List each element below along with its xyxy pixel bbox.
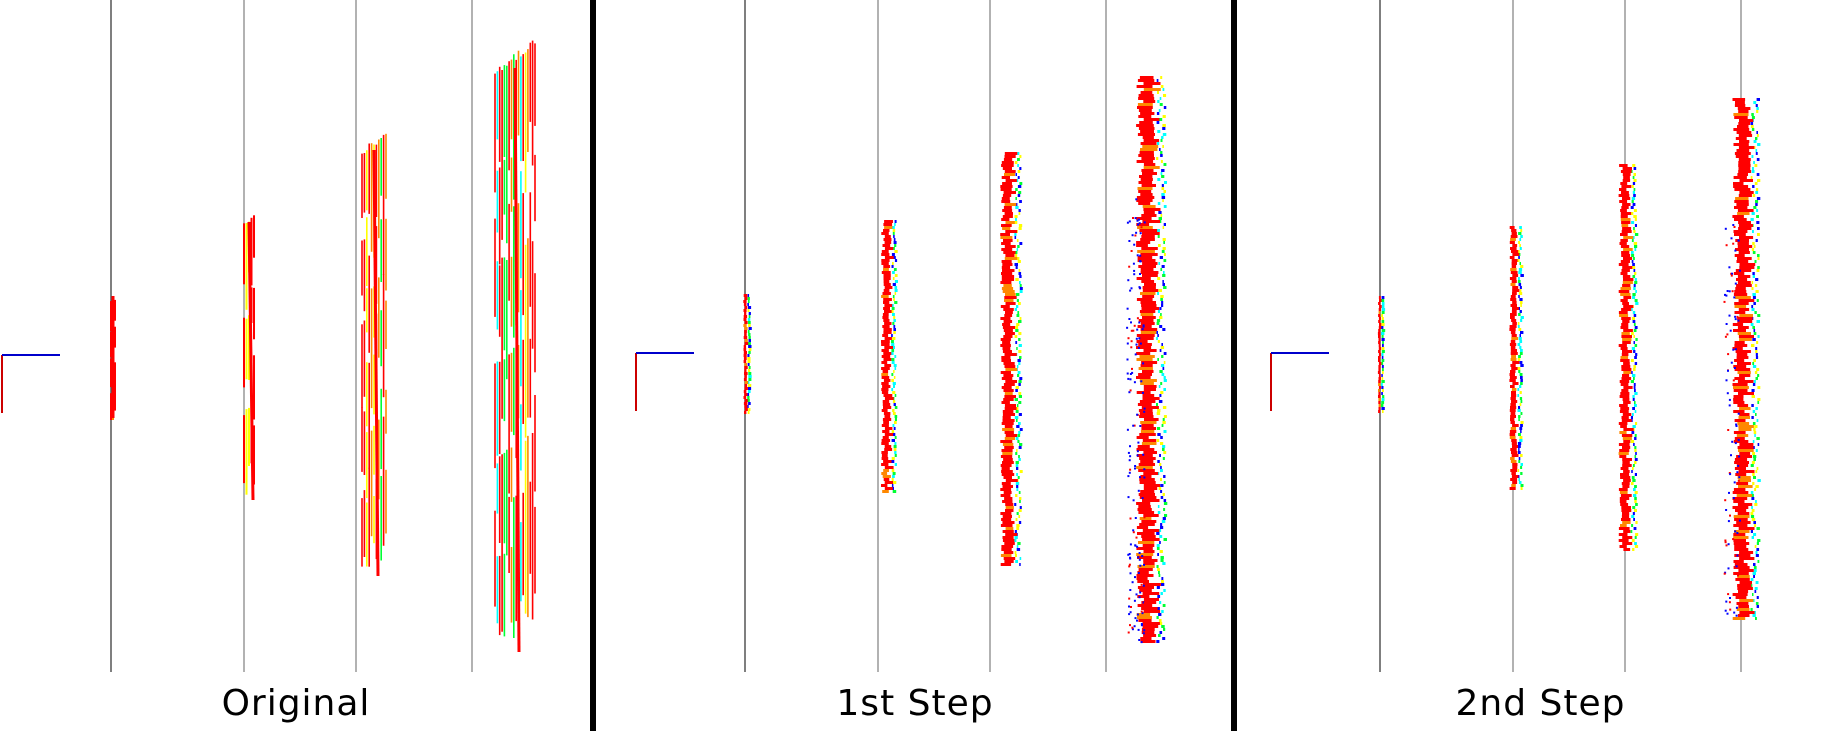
point-cloud-wall xyxy=(1377,296,1386,413)
caption-second-step: 2nd Step xyxy=(1455,683,1626,724)
panel-second-step xyxy=(1270,0,1761,672)
caption-first-step: 1st Step xyxy=(836,683,994,724)
point-cloud-wall xyxy=(1000,152,1023,566)
point-cloud-wall xyxy=(1723,98,1761,620)
point-cloud-wall xyxy=(743,294,752,414)
point-cloud-wall xyxy=(110,296,116,420)
point-cloud-wall xyxy=(243,215,255,501)
point-cloud-wall xyxy=(1126,76,1168,644)
point-cloud-wall xyxy=(361,133,387,577)
point-cloud-wall xyxy=(1509,226,1524,490)
caption-original: Original xyxy=(221,683,371,724)
point-cloud-wall xyxy=(1618,164,1639,551)
point-cloud-wall xyxy=(494,40,536,653)
panel-first-step xyxy=(635,0,1168,672)
point-cloud-wall xyxy=(881,220,898,493)
panel-original xyxy=(1,0,536,672)
